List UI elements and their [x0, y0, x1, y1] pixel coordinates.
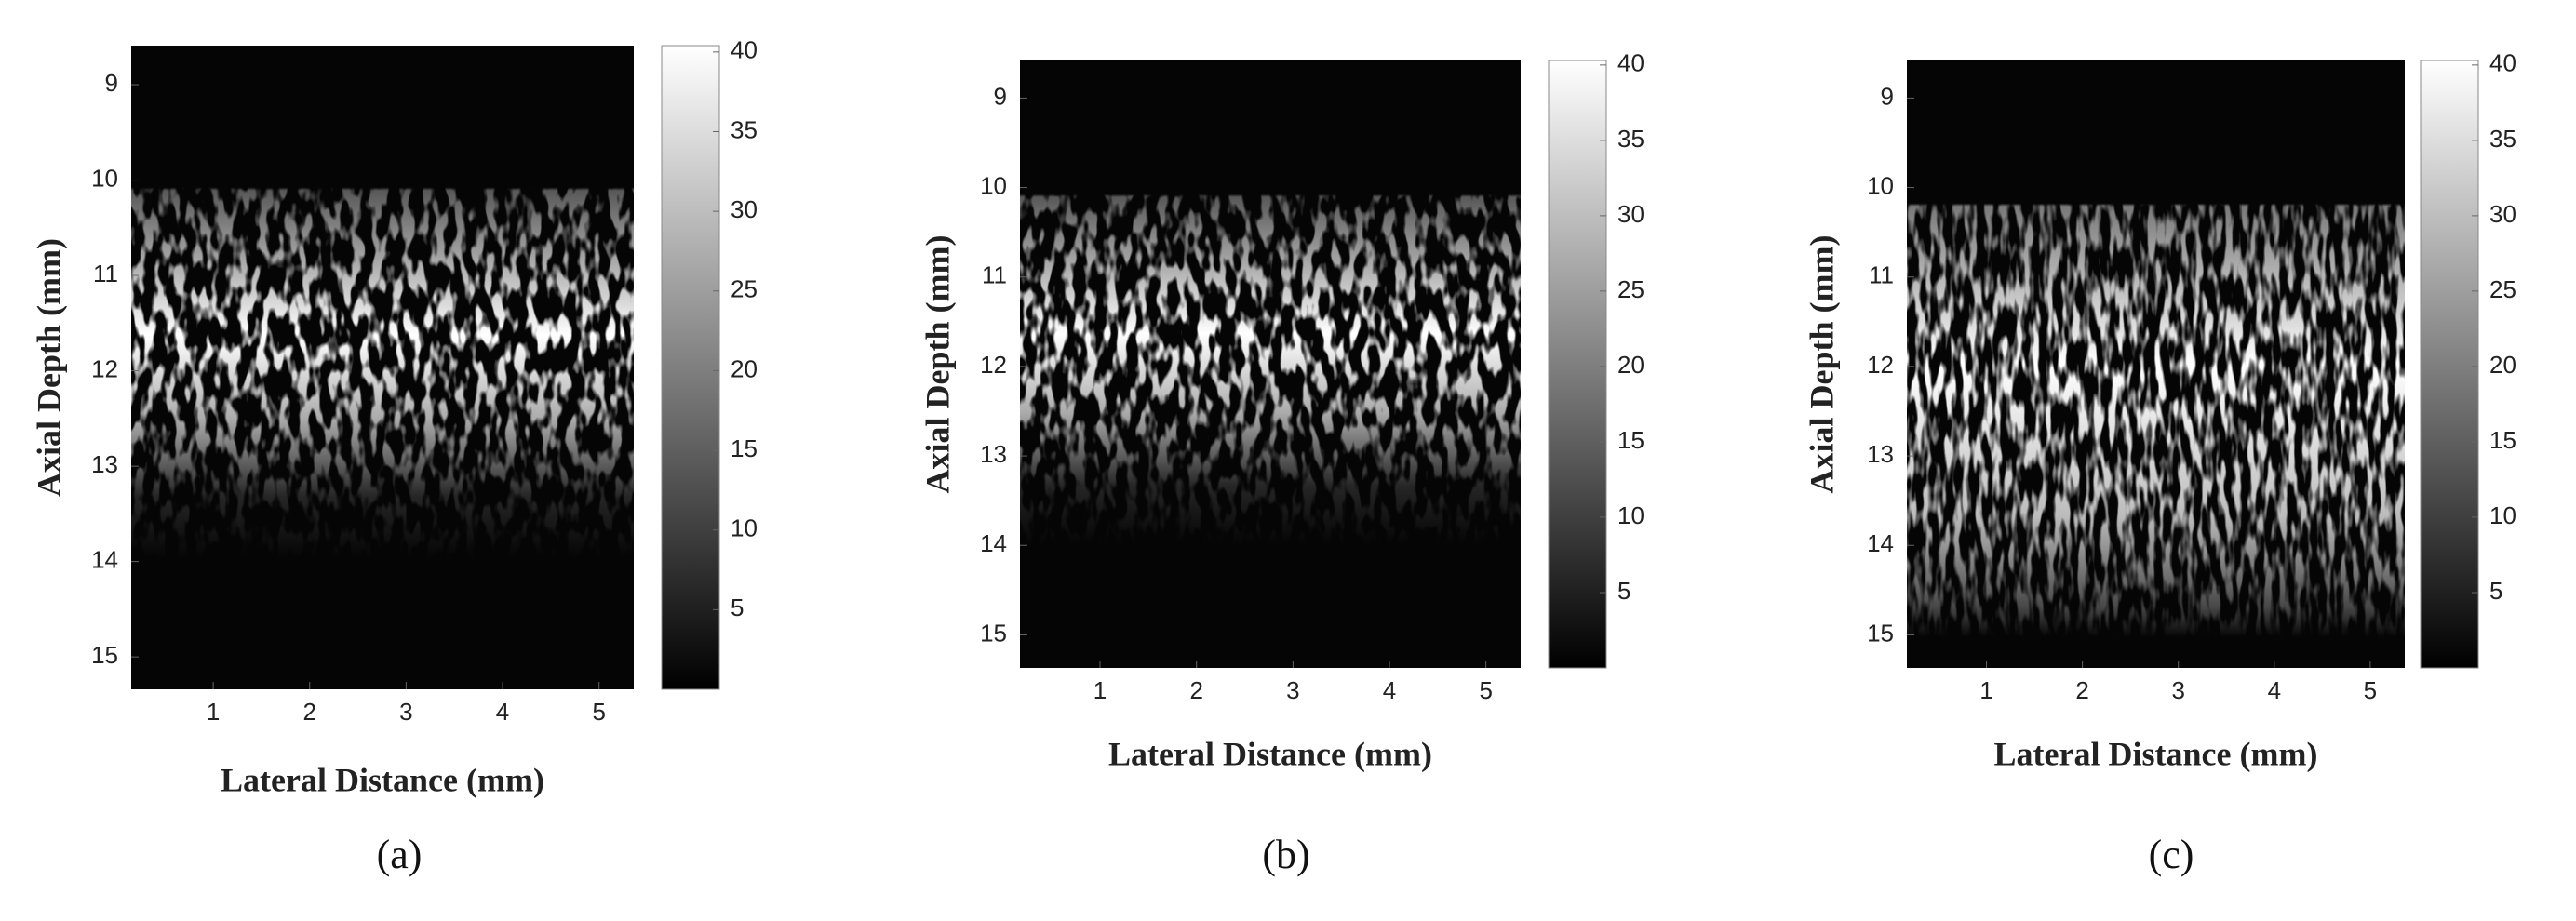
y-axis-label: Axial Depth (mm): [1803, 235, 1840, 494]
colorbar-tick-label: 25: [2489, 275, 2516, 303]
colorbar-tick-label: 15: [2489, 426, 2516, 454]
speckle-group: [1020, 60, 1521, 668]
x-tick-label: 2: [1189, 676, 1202, 704]
y-tick-label: 15: [91, 641, 118, 669]
colorbar-tick-label: 20: [2489, 351, 2516, 379]
colorbar-tick-label: 10: [1617, 501, 1644, 529]
x-tick-label: 1: [207, 698, 220, 726]
colorbar: [661, 45, 720, 690]
y-tick-label: 15: [1867, 619, 1894, 647]
x-tick-label: 1: [1093, 676, 1107, 704]
colorbar-tick-label: 10: [2489, 501, 2516, 529]
y-tick-label: 11: [1869, 261, 1894, 289]
colorbar-tick-label: 15: [1617, 426, 1644, 454]
panel-label: (c): [2149, 832, 2194, 877]
colorbar-tick-label: 25: [731, 275, 758, 303]
colorbar-tick-label: 15: [731, 434, 758, 462]
y-tick-label: 10: [1867, 171, 1894, 199]
colorbar-tick-label: 30: [731, 195, 758, 223]
x-tick-label: 5: [2364, 676, 2377, 704]
x-tick-label: 1: [1979, 676, 1992, 704]
x-tick-label: 2: [303, 698, 316, 726]
panel-label: (b): [1262, 832, 1309, 877]
x-tick-label: 3: [1286, 676, 1299, 704]
x-tick-label: 4: [2268, 676, 2281, 704]
x-tick-label: 5: [592, 698, 605, 726]
colorbar-tick-label: 35: [2489, 125, 2516, 153]
colorbar-tick-label: 20: [731, 354, 758, 382]
colorbar-tick-label: 30: [1617, 200, 1644, 228]
x-axis-label: Lateral Distance (mm): [1108, 735, 1432, 772]
y-tick-label: 14: [980, 529, 1007, 557]
colorbar-tick-label: 5: [1617, 577, 1630, 605]
y-tick-label: 11: [93, 260, 118, 287]
x-tick-label: 4: [1383, 676, 1396, 704]
y-tick-label: 9: [994, 82, 1007, 110]
y-tick-label: 14: [91, 546, 118, 574]
colorbar-tick-label: 5: [2489, 577, 2502, 605]
x-axis-label: Lateral Distance (mm): [1994, 735, 2318, 772]
y-tick-label: 13: [91, 450, 118, 478]
colorbar-tick-label: 40: [2489, 49, 2516, 77]
x-tick-label: 3: [2171, 676, 2184, 704]
y-tick-label: 12: [1867, 351, 1894, 379]
speckle: [1020, 60, 1521, 668]
y-tick-label: 15: [980, 619, 1007, 647]
colorbar-tick-label: 10: [731, 514, 758, 542]
colorbar-tick-label: 5: [731, 594, 744, 621]
x-tick-label: 3: [399, 698, 412, 726]
y-tick-label: 14: [1867, 529, 1894, 557]
y-tick-label: 10: [980, 171, 1007, 199]
x-tick-label: 2: [2075, 676, 2088, 704]
colorbar-tick-label: 30: [2489, 200, 2516, 228]
colorbar: [1548, 60, 1607, 669]
colorbar-tick-label: 20: [1617, 351, 1644, 379]
colorbar-tick-label: 35: [731, 115, 758, 143]
x-tick-label: 5: [1479, 676, 1492, 704]
panel-label: (a): [377, 832, 423, 877]
y-axis-label: Axial Depth (mm): [30, 238, 67, 497]
colorbar-tick-label: 35: [1617, 125, 1644, 153]
speckle-group: [131, 46, 634, 689]
speckle-group: [1907, 60, 2405, 668]
y-tick-label: 9: [105, 69, 118, 97]
colorbar-tick-label: 40: [1617, 49, 1644, 77]
y-tick-label: 12: [91, 354, 118, 382]
y-tick-label: 9: [1881, 82, 1894, 110]
y-tick-label: 13: [980, 440, 1007, 468]
y-axis-label: Axial Depth (mm): [919, 235, 956, 494]
y-tick-label: 11: [982, 261, 1007, 289]
speckle: [131, 46, 634, 689]
colorbar-tick-label: 40: [731, 36, 758, 64]
x-tick-label: 4: [496, 698, 509, 726]
speckle: [1907, 60, 2405, 668]
y-tick-label: 13: [1867, 440, 1894, 468]
colorbar-tick-label: 25: [1617, 275, 1644, 303]
y-tick-label: 12: [980, 351, 1007, 379]
y-tick-label: 10: [91, 164, 118, 192]
x-axis-label: Lateral Distance (mm): [221, 761, 544, 798]
colorbar: [2420, 60, 2479, 669]
